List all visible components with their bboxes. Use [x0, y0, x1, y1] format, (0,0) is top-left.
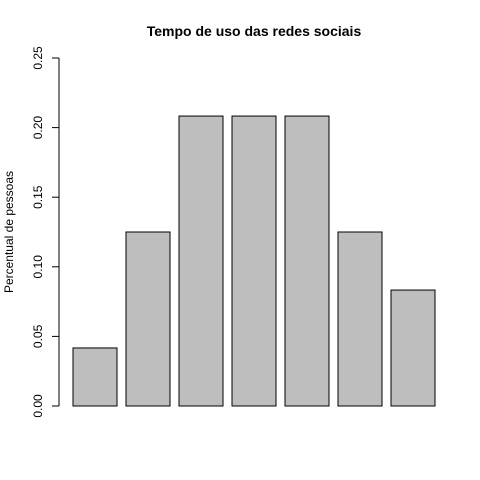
bars-group [72, 115, 436, 407]
y-tick-label: 0.05 [31, 324, 45, 348]
bar-4 [231, 115, 277, 407]
bar-3 [178, 115, 224, 407]
y-tick-label: 0.25 [31, 46, 45, 70]
chart-title: Tempo de uso das redes sociais [147, 23, 362, 39]
y-axis-label: Percentual de pessoas [2, 171, 16, 293]
bar-2 [125, 231, 171, 407]
bar-7 [390, 289, 436, 407]
y-tick-label: 0.10 [31, 255, 45, 279]
bar-5 [284, 115, 330, 407]
y-tick-label: 0.20 [31, 116, 45, 140]
bar-1 [72, 347, 118, 407]
y-tick-label: 0.00 [31, 394, 45, 418]
y-axis: 0.00 0.05 0.10 0.15 0.20 0.25 [31, 46, 60, 418]
bar-6 [337, 231, 383, 407]
y-tick-label: 0.15 [31, 185, 45, 209]
